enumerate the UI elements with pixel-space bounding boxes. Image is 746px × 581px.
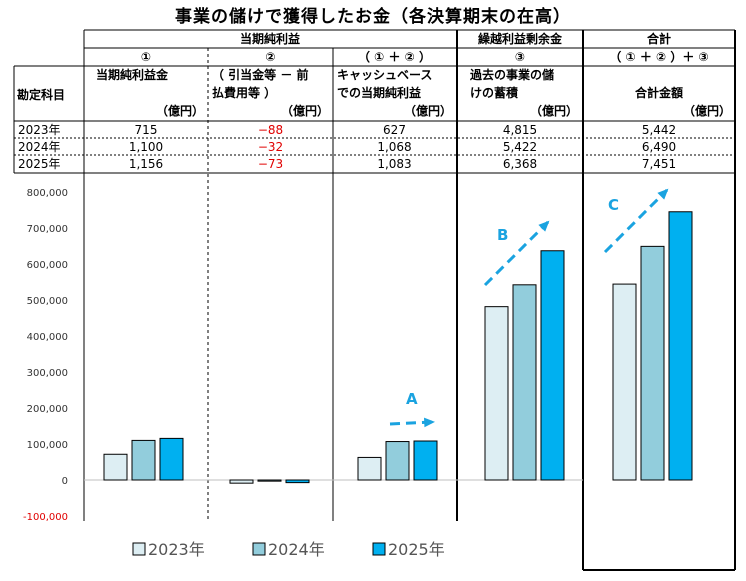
bar [285, 479, 310, 484]
col-num-1: ① [140, 50, 152, 64]
cell-2023-4: 4,815 [502, 123, 538, 137]
bar [512, 284, 537, 481]
y-tick-label: 200,000 [27, 404, 68, 415]
col-label-3b: での当期純利益 [337, 86, 422, 100]
col-unit-2: （億円） [280, 104, 329, 118]
bar [159, 437, 184, 481]
row-year-2025: 2025年 [18, 157, 61, 171]
row-header-label: 勘定科目 [17, 88, 66, 102]
legend-swatch [132, 542, 146, 556]
col-label-4b: けの蓄積 [470, 86, 519, 100]
col-num-2: ② [265, 50, 276, 64]
col-num-3: （ ① ＋ ② ） [357, 50, 432, 64]
col-label-1: 当期純利益金 [96, 68, 169, 82]
cell-2024-1: 1,100 [128, 140, 164, 154]
page-title: 事業の儲けで獲得したお金（各決算期末の在高） [175, 7, 571, 27]
bar [640, 245, 665, 481]
cell-2023-5: 5,442 [641, 123, 677, 137]
bar [540, 250, 565, 481]
trend-arrow [483, 220, 550, 287]
bar [385, 441, 410, 481]
col-label-4a: 過去の事業の儲 [470, 68, 555, 82]
y-tick-label: -100,000 [23, 512, 68, 523]
group-header-net-income: 当期純利益 [239, 32, 300, 46]
col-num-5: （ ① ＋ ② ）＋ ③ [609, 50, 709, 64]
cell-2024-5: 6,490 [641, 140, 677, 154]
trend-arrow-head [657, 188, 669, 200]
bar [484, 306, 509, 481]
col-unit-5: （億円） [682, 104, 731, 118]
group-header-total: 合計 [646, 32, 671, 46]
annotation-label: C [608, 196, 619, 214]
cell-2025-2: −73 [257, 157, 284, 171]
cell-2025-4: 6,368 [502, 157, 538, 171]
cell-2023-2: −88 [257, 123, 284, 137]
cell-2025-1: 1,156 [128, 157, 164, 171]
trend-arrow-head [424, 417, 435, 428]
y-tick-label: 500,000 [27, 296, 68, 307]
bar [668, 211, 693, 481]
legend-swatch [252, 542, 266, 556]
y-tick-label: 600,000 [27, 260, 68, 271]
legend-label: 2023年 [148, 540, 205, 559]
bar [612, 283, 637, 481]
y-tick-label: 400,000 [27, 332, 68, 343]
annotation-label: B [497, 226, 508, 244]
cell-2024-4: 5,422 [502, 140, 538, 154]
bar [357, 456, 382, 481]
row-year-2023: 2023年 [18, 123, 61, 137]
col-num-4: ③ [514, 50, 526, 64]
y-tick-label: 100,000 [27, 440, 68, 451]
annotation-label: A [406, 390, 418, 408]
cell-2024-2: −32 [257, 140, 284, 154]
cell-2024-3: 1,068 [377, 140, 412, 154]
col-unit-4: （億円） [529, 104, 578, 118]
trend-arrow-head [538, 220, 550, 232]
col-label-2a: （ 引当金等 － 前 [212, 68, 309, 82]
col-unit-3: （億円） [403, 104, 452, 118]
bar [413, 440, 438, 481]
cell-2023-3: 627 [383, 123, 406, 137]
bar [131, 439, 156, 481]
row-year-2024: 2024年 [18, 140, 61, 154]
col-label-2b: 払費用等 ） [212, 86, 277, 100]
trend-arrow [603, 188, 669, 254]
legend-swatch [372, 542, 386, 556]
legend-label: 2025年 [388, 540, 445, 559]
y-tick-label: 0 [62, 476, 68, 487]
y-tick-label: 700,000 [27, 224, 68, 235]
legend-label: 2024年 [268, 540, 325, 559]
cell-2023-1: 715 [134, 123, 158, 137]
cell-2025-3: 1,083 [377, 157, 412, 171]
bar [103, 453, 128, 481]
col-unit-1: （億円） [155, 104, 204, 118]
group-header-retained: 繰越利益剰余金 [477, 32, 562, 46]
bar [229, 479, 254, 484]
cell-2025-5: 7,451 [641, 157, 677, 171]
y-tick-label: 800,000 [27, 188, 68, 199]
y-tick-label: 300,000 [27, 368, 68, 379]
bar [257, 479, 282, 482]
col-label-5: 合計金額 [634, 86, 683, 100]
col-label-3a: キャッシュベース [337, 68, 433, 82]
